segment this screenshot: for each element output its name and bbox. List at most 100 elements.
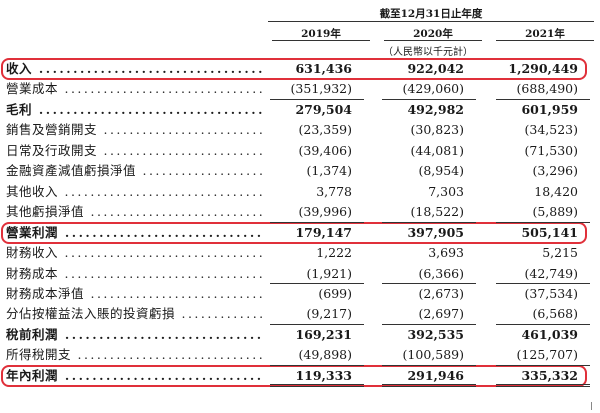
value-cell: (351,932) [290, 81, 352, 97]
value-cell: (100,589) [402, 347, 464, 363]
value-cell: (71,530) [524, 142, 579, 158]
table-row: 分佔按權益法入賬的投資虧損 ..........................… [0, 304, 600, 324]
year-header-2019: 2019年 [301, 28, 341, 40]
highlight-box [1, 221, 587, 244]
subtotal-rule [382, 221, 476, 223]
year-underline [384, 40, 482, 41]
value-cell: (699) [318, 285, 352, 301]
row-label-text: 財務收入 [6, 245, 59, 261]
subtotal-rule [496, 98, 590, 100]
subtotal-rule [270, 364, 364, 366]
value-cell: 18,420 [534, 183, 578, 199]
row-label: 日常及行政開支 ................................… [6, 143, 262, 159]
value-cell: (1,921) [306, 265, 352, 281]
table-row: 其他虧損淨值 .................................… [0, 202, 600, 222]
subtotal-rule [496, 323, 590, 325]
subtotal-rule [382, 364, 476, 366]
value-cell: 492,982 [407, 101, 464, 117]
row-label: 金融資產減值虧損淨值 .............................… [6, 163, 262, 179]
subtotal-rule [496, 221, 590, 223]
period-header: 截至12月31日止年度 [379, 8, 483, 20]
row-label-text: 收入 [6, 61, 33, 76]
leader-dots: ........................................… [103, 142, 262, 158]
value-cell: 922,042 [407, 61, 464, 76]
value-cell: (6,366) [418, 265, 464, 281]
value-cell: 505,141 [521, 224, 578, 240]
value-cell: 5,215 [542, 245, 578, 261]
table-row: 收入 .....................................… [0, 59, 600, 79]
row-label-text: 毛利 [6, 101, 33, 117]
row-label: 年內利潤 ...................................… [6, 368, 262, 384]
row-label-text: 金融資產減值虧損淨值 [6, 163, 137, 179]
row-label-text: 財務成本 [6, 265, 59, 281]
leader-dots: ........................................… [181, 306, 262, 322]
value-cell: 3,778 [316, 183, 352, 199]
year-header-2021: 2021年 [525, 28, 565, 40]
leader-dots: ........................................… [64, 265, 262, 281]
subtotal-rule [382, 98, 476, 100]
leader-dots: ........................................… [90, 204, 262, 220]
leader-dots: ........................................… [64, 81, 262, 97]
table-row: 所得稅開支 ..................................… [0, 345, 600, 365]
row-label: 營業成本 ...................................… [6, 81, 262, 97]
subtotal-rule [270, 221, 364, 223]
table-row: 營業利潤 ...................................… [0, 223, 600, 243]
table-row: 日常及行政開支 ................................… [0, 141, 600, 161]
row-label-text: 營業成本 [6, 81, 59, 97]
value-cell: 3,693 [428, 245, 464, 261]
double-underline [270, 384, 364, 388]
double-underline [496, 384, 590, 388]
year-underline [272, 40, 370, 41]
leader-dots: ........................................… [64, 183, 262, 199]
row-label: 營業利潤 ...................................… [6, 225, 262, 241]
row-label-text: 稅前利潤 [6, 326, 59, 342]
year-header-2020: 2020年 [413, 28, 453, 40]
value-cell: 291,946 [407, 367, 464, 383]
value-cell: (2,697) [418, 306, 464, 322]
leader-dots: ........................................… [64, 326, 262, 342]
subtotal-rule [496, 364, 590, 366]
table-row: 年內利潤 ...................................… [0, 366, 600, 386]
leader-dots: ........................................… [142, 163, 262, 179]
value-cell: (3,296) [532, 163, 578, 179]
value-cell: 1,290,449 [508, 61, 578, 76]
row-label: 財務成本 ...................................… [6, 266, 262, 282]
table-row: 稅前利潤 ...................................… [0, 325, 600, 345]
subtotal-rule [270, 98, 364, 100]
table-row: 毛利 .....................................… [0, 100, 600, 120]
subtotal-rule [382, 323, 476, 325]
value-cell: (23,359) [298, 122, 353, 138]
table-row: 財務成本淨值 .................................… [0, 284, 600, 304]
value-cell: (42,749) [524, 265, 579, 281]
value-cell: 601,959 [521, 101, 578, 117]
year-underline [496, 40, 594, 41]
subtotal-rule [270, 282, 364, 284]
row-label: 財務收入 ...................................… [6, 245, 262, 261]
subtotal-rule [496, 282, 590, 284]
value-cell: 279,504 [295, 101, 352, 117]
row-label: 所得稅開支 ..................................… [6, 347, 262, 363]
value-cell: (44,081) [410, 142, 465, 158]
value-cell: (9,217) [306, 306, 352, 322]
value-cell: 335,332 [521, 367, 578, 383]
subtotal-rule [270, 323, 364, 325]
row-label-text: 日常及行政開支 [6, 142, 98, 158]
row-label-text: 財務成本淨值 [6, 285, 85, 301]
table-row: 其他收入 ...................................… [0, 182, 600, 202]
value-cell: (18,522) [410, 204, 465, 220]
row-label: 毛利 .....................................… [6, 102, 262, 118]
value-cell: (34,523) [524, 122, 579, 138]
period-underline [268, 21, 594, 22]
highlight-box [1, 58, 587, 80]
value-cell: 392,535 [407, 326, 464, 342]
leader-dots: ........................................… [103, 122, 262, 138]
value-cell: 397,905 [407, 224, 464, 240]
value-cell: 7,303 [428, 183, 464, 199]
table-row: 財務成本 ...................................… [0, 264, 600, 284]
leader-dots: ........................................… [90, 285, 262, 301]
corner-mark [591, 402, 598, 410]
currency-unit-note: （人民幣以千元計） [383, 47, 473, 58]
leader-dots: ........................................… [38, 61, 262, 76]
value-cell: (30,823) [410, 122, 465, 138]
